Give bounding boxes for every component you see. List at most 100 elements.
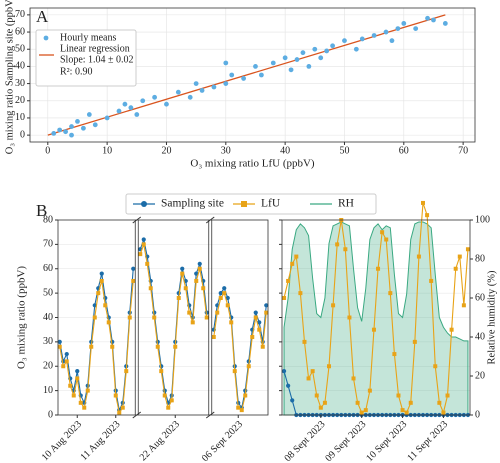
point xyxy=(392,352,397,357)
point xyxy=(169,398,174,403)
point xyxy=(229,320,234,325)
point xyxy=(253,315,258,320)
point xyxy=(152,94,158,100)
y2-tick-label: 100 xyxy=(475,214,490,225)
point xyxy=(425,15,430,21)
point xyxy=(113,393,118,398)
point xyxy=(327,364,331,369)
point xyxy=(201,286,206,291)
point xyxy=(281,369,287,374)
point xyxy=(128,105,134,111)
point xyxy=(257,327,262,332)
point xyxy=(302,339,307,344)
point xyxy=(225,295,230,301)
point xyxy=(89,344,94,349)
legend-marker xyxy=(141,201,147,207)
y-tick-label: 40 xyxy=(15,61,25,72)
point xyxy=(408,400,413,405)
series-line xyxy=(283,202,469,415)
point xyxy=(363,408,368,413)
point xyxy=(445,393,450,398)
legend-marker xyxy=(241,201,247,207)
point xyxy=(461,303,466,308)
legend-label: Hourly means xyxy=(60,32,116,43)
point xyxy=(159,369,164,374)
point xyxy=(223,60,229,66)
y-tick-label: 80 xyxy=(43,214,53,225)
point xyxy=(155,344,160,349)
point xyxy=(404,410,409,415)
point xyxy=(264,310,269,315)
y2-axis-label: Relative humidity (%) xyxy=(486,270,497,364)
legend-label: LfU xyxy=(261,198,281,210)
y-tick-label: 0 xyxy=(20,129,25,140)
point xyxy=(51,131,57,136)
point xyxy=(104,115,110,121)
y2-tick-label: 20 xyxy=(475,370,485,381)
point xyxy=(246,364,251,369)
x-tick-label: 60 xyxy=(399,145,409,156)
point xyxy=(425,213,430,218)
point xyxy=(383,29,389,35)
point xyxy=(145,261,150,266)
point xyxy=(152,315,157,320)
point xyxy=(351,376,356,381)
legend-marker xyxy=(43,35,49,41)
x-tick-label: 10 Sept 2023 xyxy=(364,419,409,463)
point xyxy=(282,296,287,300)
point xyxy=(148,286,153,291)
point xyxy=(286,278,291,283)
point xyxy=(61,364,66,369)
point xyxy=(103,303,108,308)
x-tick-label: 20 xyxy=(161,145,171,156)
series-line xyxy=(59,242,267,414)
point xyxy=(433,364,438,369)
y-tick-label: 40 xyxy=(43,312,53,323)
point xyxy=(253,310,258,315)
point xyxy=(413,26,419,32)
x-tick-label: 30 xyxy=(221,145,231,156)
point xyxy=(359,410,364,415)
legend-label: Linear regression xyxy=(60,43,130,54)
point xyxy=(359,36,365,42)
point xyxy=(99,278,104,283)
legend-label: RH xyxy=(338,198,354,210)
point xyxy=(324,48,330,54)
y-tick-label: 30 xyxy=(43,336,53,347)
point xyxy=(421,200,425,205)
x-tick-label: 40 xyxy=(280,145,290,156)
point xyxy=(96,291,101,296)
point xyxy=(110,344,115,349)
point xyxy=(106,320,111,325)
point xyxy=(141,237,146,242)
point xyxy=(68,383,73,388)
point xyxy=(122,101,128,107)
point xyxy=(294,57,300,62)
point xyxy=(180,271,185,276)
x-axis-label: O₃ mixing ratio LfU (ppbV) xyxy=(190,158,315,170)
point xyxy=(318,405,323,410)
point xyxy=(342,38,347,44)
x-tick-label: 06 Sept 2023 xyxy=(200,419,245,463)
point xyxy=(180,266,185,271)
point xyxy=(449,327,454,332)
point xyxy=(57,344,62,349)
legend-label: Sampling site xyxy=(161,198,224,210)
point xyxy=(223,81,229,86)
point xyxy=(140,98,146,104)
point xyxy=(187,94,193,100)
point xyxy=(86,112,92,117)
y-axis-label: O₃ mixing ratio Sampling site (ppbV) xyxy=(4,0,15,154)
point xyxy=(431,17,436,23)
point xyxy=(141,242,146,247)
point xyxy=(81,125,86,131)
point xyxy=(57,127,63,133)
point xyxy=(131,278,136,283)
point xyxy=(175,89,181,95)
legend-box xyxy=(35,29,137,87)
point xyxy=(250,335,255,339)
y-tick-label: 50 xyxy=(15,44,25,55)
point xyxy=(222,286,227,291)
point xyxy=(380,230,385,235)
point xyxy=(120,405,125,410)
